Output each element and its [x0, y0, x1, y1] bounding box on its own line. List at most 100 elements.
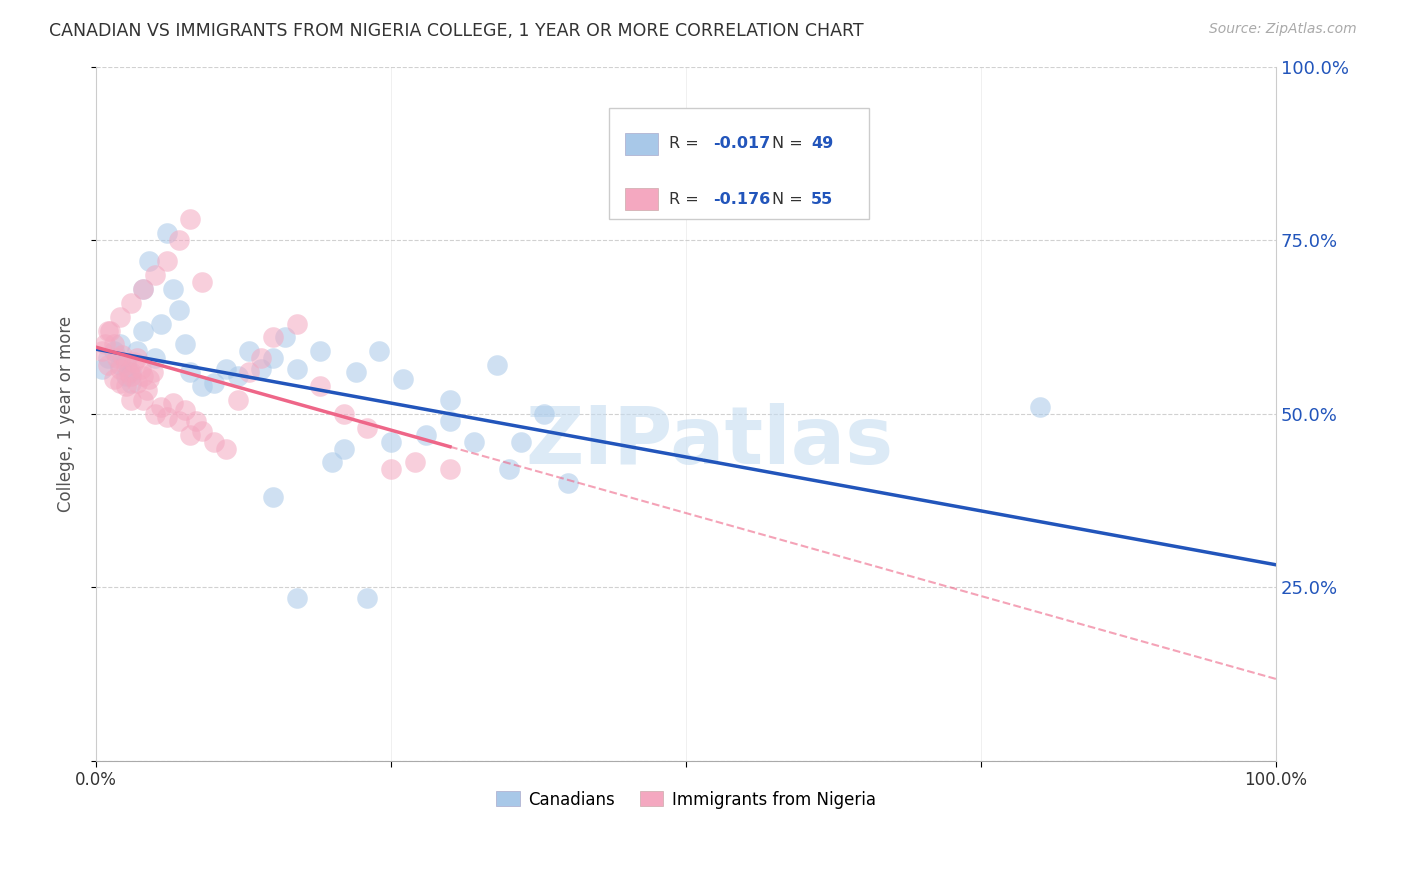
Point [143, 407, 166, 421]
Text: CANADIAN VS IMMIGRANTS FROM NIGERIA COLLEGE, 1 YEAR OR MORE CORRELATION CHART: CANADIAN VS IMMIGRANTS FROM NIGERIA COLL… [49, 22, 863, 40]
Point [97, 358, 120, 372]
Point [439, 414, 461, 428]
Point [103, 344, 125, 359]
Point [191, 379, 214, 393]
Point [167, 302, 190, 317]
Point [1029, 400, 1052, 414]
Point [391, 372, 413, 386]
Point [415, 427, 437, 442]
Point [344, 365, 367, 379]
Point [285, 317, 308, 331]
Point [486, 358, 509, 372]
Point [463, 434, 485, 449]
Text: 55: 55 [811, 192, 834, 207]
Point [108, 358, 131, 372]
Point [356, 421, 378, 435]
Point [162, 396, 184, 410]
Point [404, 455, 426, 469]
Point [333, 442, 356, 456]
Point [202, 376, 225, 390]
FancyBboxPatch shape [624, 188, 658, 211]
Point [274, 330, 297, 344]
Point [179, 365, 201, 379]
Point [250, 351, 273, 366]
Point [127, 351, 149, 366]
Point [90, 361, 112, 376]
Point [179, 427, 201, 442]
Point [142, 365, 165, 379]
FancyBboxPatch shape [624, 133, 658, 155]
Point [127, 344, 149, 359]
Point [285, 591, 308, 605]
Point [108, 310, 131, 324]
Point [120, 365, 142, 379]
Point [250, 361, 273, 376]
Point [262, 490, 284, 504]
Y-axis label: College, 1 year or more: College, 1 year or more [58, 316, 75, 512]
Point [108, 376, 131, 390]
Point [132, 368, 155, 383]
Point [129, 361, 152, 376]
Point [122, 355, 145, 369]
Point [103, 337, 125, 351]
Point [202, 434, 225, 449]
Point [179, 212, 201, 227]
Point [103, 372, 125, 386]
Text: -0.017: -0.017 [713, 136, 770, 151]
Point [368, 344, 391, 359]
FancyBboxPatch shape [609, 108, 869, 219]
Point [156, 410, 179, 425]
Legend: Canadians, Immigrants from Nigeria: Canadians, Immigrants from Nigeria [489, 784, 882, 815]
Point [509, 434, 531, 449]
Point [173, 403, 195, 417]
Point [439, 392, 461, 407]
Point [238, 344, 260, 359]
Point [120, 392, 142, 407]
Text: Source: ZipAtlas.com: Source: ZipAtlas.com [1209, 22, 1357, 37]
Point [111, 348, 134, 362]
Point [149, 400, 172, 414]
Point [191, 275, 214, 289]
Point [238, 365, 260, 379]
Point [498, 462, 520, 476]
Point [98, 324, 121, 338]
Point [321, 455, 343, 469]
Point [186, 414, 208, 428]
Point [226, 368, 249, 383]
Point [173, 337, 195, 351]
Point [120, 295, 142, 310]
Point [439, 462, 461, 476]
Point [127, 376, 149, 390]
Point [226, 392, 249, 407]
Point [90, 344, 112, 359]
Point [285, 361, 308, 376]
Point [162, 282, 184, 296]
Point [97, 324, 120, 338]
Point [557, 476, 579, 491]
Point [215, 361, 238, 376]
Point [167, 233, 190, 247]
Point [105, 351, 128, 366]
Point [143, 351, 166, 366]
Point [380, 434, 402, 449]
Point [108, 337, 131, 351]
Point [356, 591, 378, 605]
Text: 49: 49 [811, 136, 834, 151]
Point [156, 227, 179, 241]
Point [215, 442, 238, 456]
Point [114, 368, 136, 383]
Text: -0.176: -0.176 [713, 192, 770, 207]
Point [135, 383, 157, 397]
Text: N =: N = [772, 136, 808, 151]
Point [114, 379, 136, 393]
Point [132, 392, 155, 407]
Text: R =: R = [669, 192, 704, 207]
Point [94, 337, 117, 351]
Text: ZIPatlas: ZIPatlas [526, 402, 894, 481]
Point [132, 324, 155, 338]
Point [149, 317, 172, 331]
Point [132, 282, 155, 296]
Point [262, 330, 284, 344]
Point [143, 268, 166, 282]
Point [114, 355, 136, 369]
